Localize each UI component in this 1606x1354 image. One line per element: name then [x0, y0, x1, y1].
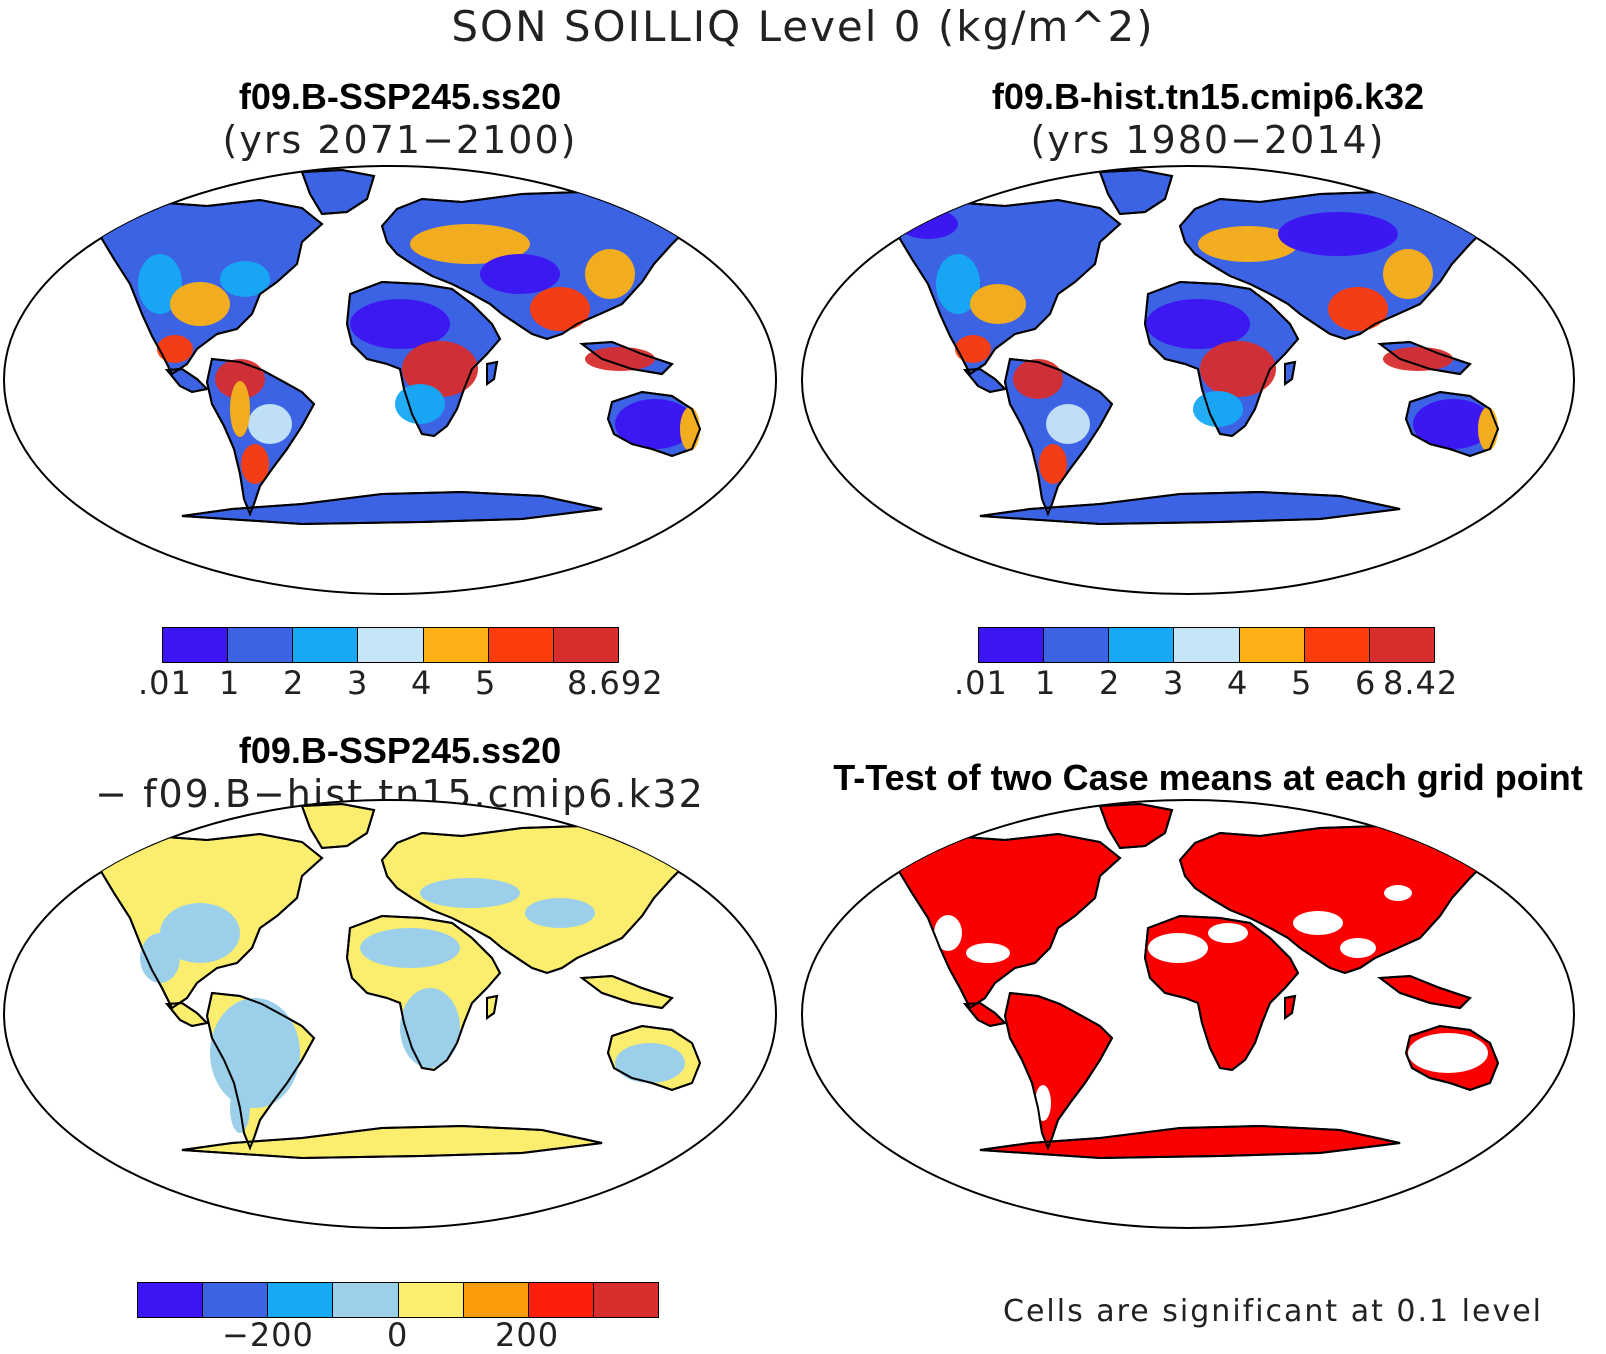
cb3-swatch-2: [268, 1283, 334, 1317]
cb3-tick: 0: [387, 1316, 409, 1354]
cb2-tick: 2: [1099, 664, 1121, 702]
cb3-tick: −200: [222, 1316, 314, 1354]
map-panel4: [801, 799, 1575, 1229]
panel4-title: T-Test of two Case means at each grid po…: [833, 757, 1583, 798]
cb3-swatch-6: [528, 1283, 594, 1317]
cb1-tick: 5: [475, 664, 497, 702]
panel3-title: f09.B-SSP245.ss20: [238, 730, 562, 771]
cb2-tick: 4: [1227, 664, 1249, 702]
cb2-tick: 8.42: [1383, 664, 1459, 702]
cb1-tick: 2: [283, 664, 305, 702]
colorbar-panel3: [137, 1282, 659, 1318]
cb3-swatch-3: [333, 1283, 399, 1317]
cb3-swatch-1: [203, 1283, 269, 1317]
cb1-swatch-2: [293, 628, 359, 662]
cb2-tick: 1: [1035, 664, 1057, 702]
cb1-swatch-4: [423, 628, 489, 662]
cb1-tick: 8.692: [567, 664, 664, 702]
cb3-swatch-0: [138, 1283, 204, 1317]
cb2-tick: 3: [1163, 664, 1185, 702]
cb1-swatch-3: [358, 628, 424, 662]
panel1-title: f09.B-SSP245.ss20: [238, 76, 562, 117]
cb2-swatch-0: [979, 628, 1045, 662]
cb2-swatch-5: [1304, 628, 1370, 662]
cb1-tick: 4: [411, 664, 433, 702]
map-panel2: [801, 165, 1575, 595]
map-panel1: [3, 165, 777, 595]
cb1-swatch-1: [228, 628, 294, 662]
cb1-swatch-0: [163, 628, 229, 662]
cb1-tick: 1: [219, 664, 241, 702]
cb2-tick: 6: [1355, 664, 1377, 702]
cb1-swatch-6: [553, 628, 618, 662]
cb2-swatch-6: [1369, 628, 1434, 662]
cb3-swatch-4: [398, 1283, 464, 1317]
cb2-tick: .01: [954, 664, 1008, 702]
cb3-swatch-7: [593, 1283, 658, 1317]
colorbar-panel2: [978, 627, 1435, 663]
map-panel3: [3, 799, 777, 1229]
cb1-swatch-5: [488, 628, 554, 662]
panel1-subtitle: (yrs 2071−2100): [222, 118, 578, 162]
cb2-swatch-4: [1239, 628, 1305, 662]
cb3-tick: 200: [495, 1316, 560, 1354]
cb2-swatch-3: [1174, 628, 1240, 662]
cb2-tick: 5: [1291, 664, 1313, 702]
cb1-tick: .01: [138, 664, 192, 702]
panel2-title: f09.B-hist.tn15.cmip6.k32: [991, 76, 1425, 117]
significance-note: Cells are significant at 0.1 level: [1003, 1294, 1544, 1329]
colorbar-panel1: [162, 627, 619, 663]
cb1-tick: 3: [347, 664, 369, 702]
panel2-subtitle: (yrs 1980−2014): [1030, 118, 1386, 162]
cb2-swatch-2: [1109, 628, 1175, 662]
cb3-swatch-5: [463, 1283, 529, 1317]
cb2-swatch-1: [1044, 628, 1110, 662]
main-title: SON SOILLIQ Level 0 (kg/m^2): [451, 2, 1155, 51]
